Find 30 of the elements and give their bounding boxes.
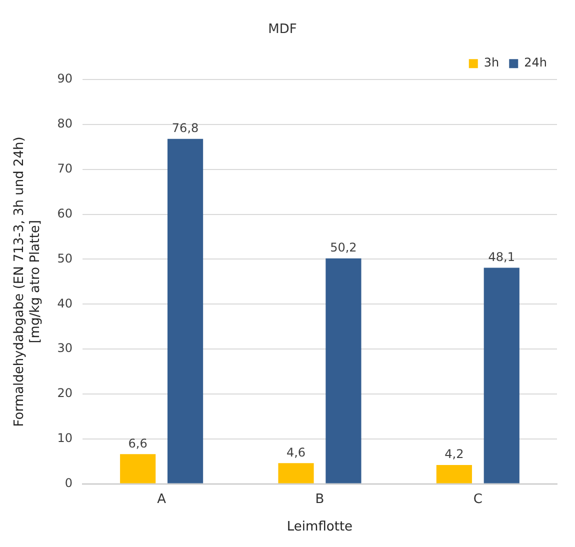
data-label: 50,2 — [330, 240, 357, 254]
y-tick-label: 70 — [57, 162, 72, 176]
y-tick-label: 30 — [57, 341, 72, 356]
bar — [120, 454, 156, 484]
y-tick-label: 40 — [57, 296, 72, 310]
x-tick-label: C — [473, 492, 482, 507]
x-tick-label: A — [157, 492, 166, 507]
y-tick-label: 20 — [57, 386, 72, 400]
bar — [436, 464, 472, 484]
data-label: 76,8 — [172, 121, 199, 136]
chart-title: MDF — [268, 22, 297, 38]
data-label: 48,1 — [488, 250, 515, 264]
data-label: 4,6 — [286, 445, 306, 460]
y-tick-label: 50 — [57, 251, 72, 266]
bar — [326, 258, 362, 484]
bar — [278, 463, 314, 484]
data-label: 6,6 — [128, 436, 148, 450]
x-axis-title: Leimflotte — [286, 520, 353, 535]
y-tick-label: 80 — [57, 116, 72, 131]
legend-label: 3h — [484, 56, 500, 70]
x-tick-label: B — [315, 492, 324, 507]
y-tick-label: 90 — [57, 72, 72, 86]
bar — [167, 138, 204, 484]
y-axis-title: Formaldehydabgabe (EN 713-3, 3h und 24h) [mg/kg atro Platte] — [12, 136, 43, 427]
data-label: 4,2 — [444, 447, 464, 462]
legend-label: 24h — [524, 56, 547, 70]
y-tick-label: 10 — [57, 431, 72, 446]
y-tick-label: 60 — [57, 206, 72, 220]
y-tick-label: 0 — [64, 476, 72, 490]
bar — [484, 268, 520, 484]
